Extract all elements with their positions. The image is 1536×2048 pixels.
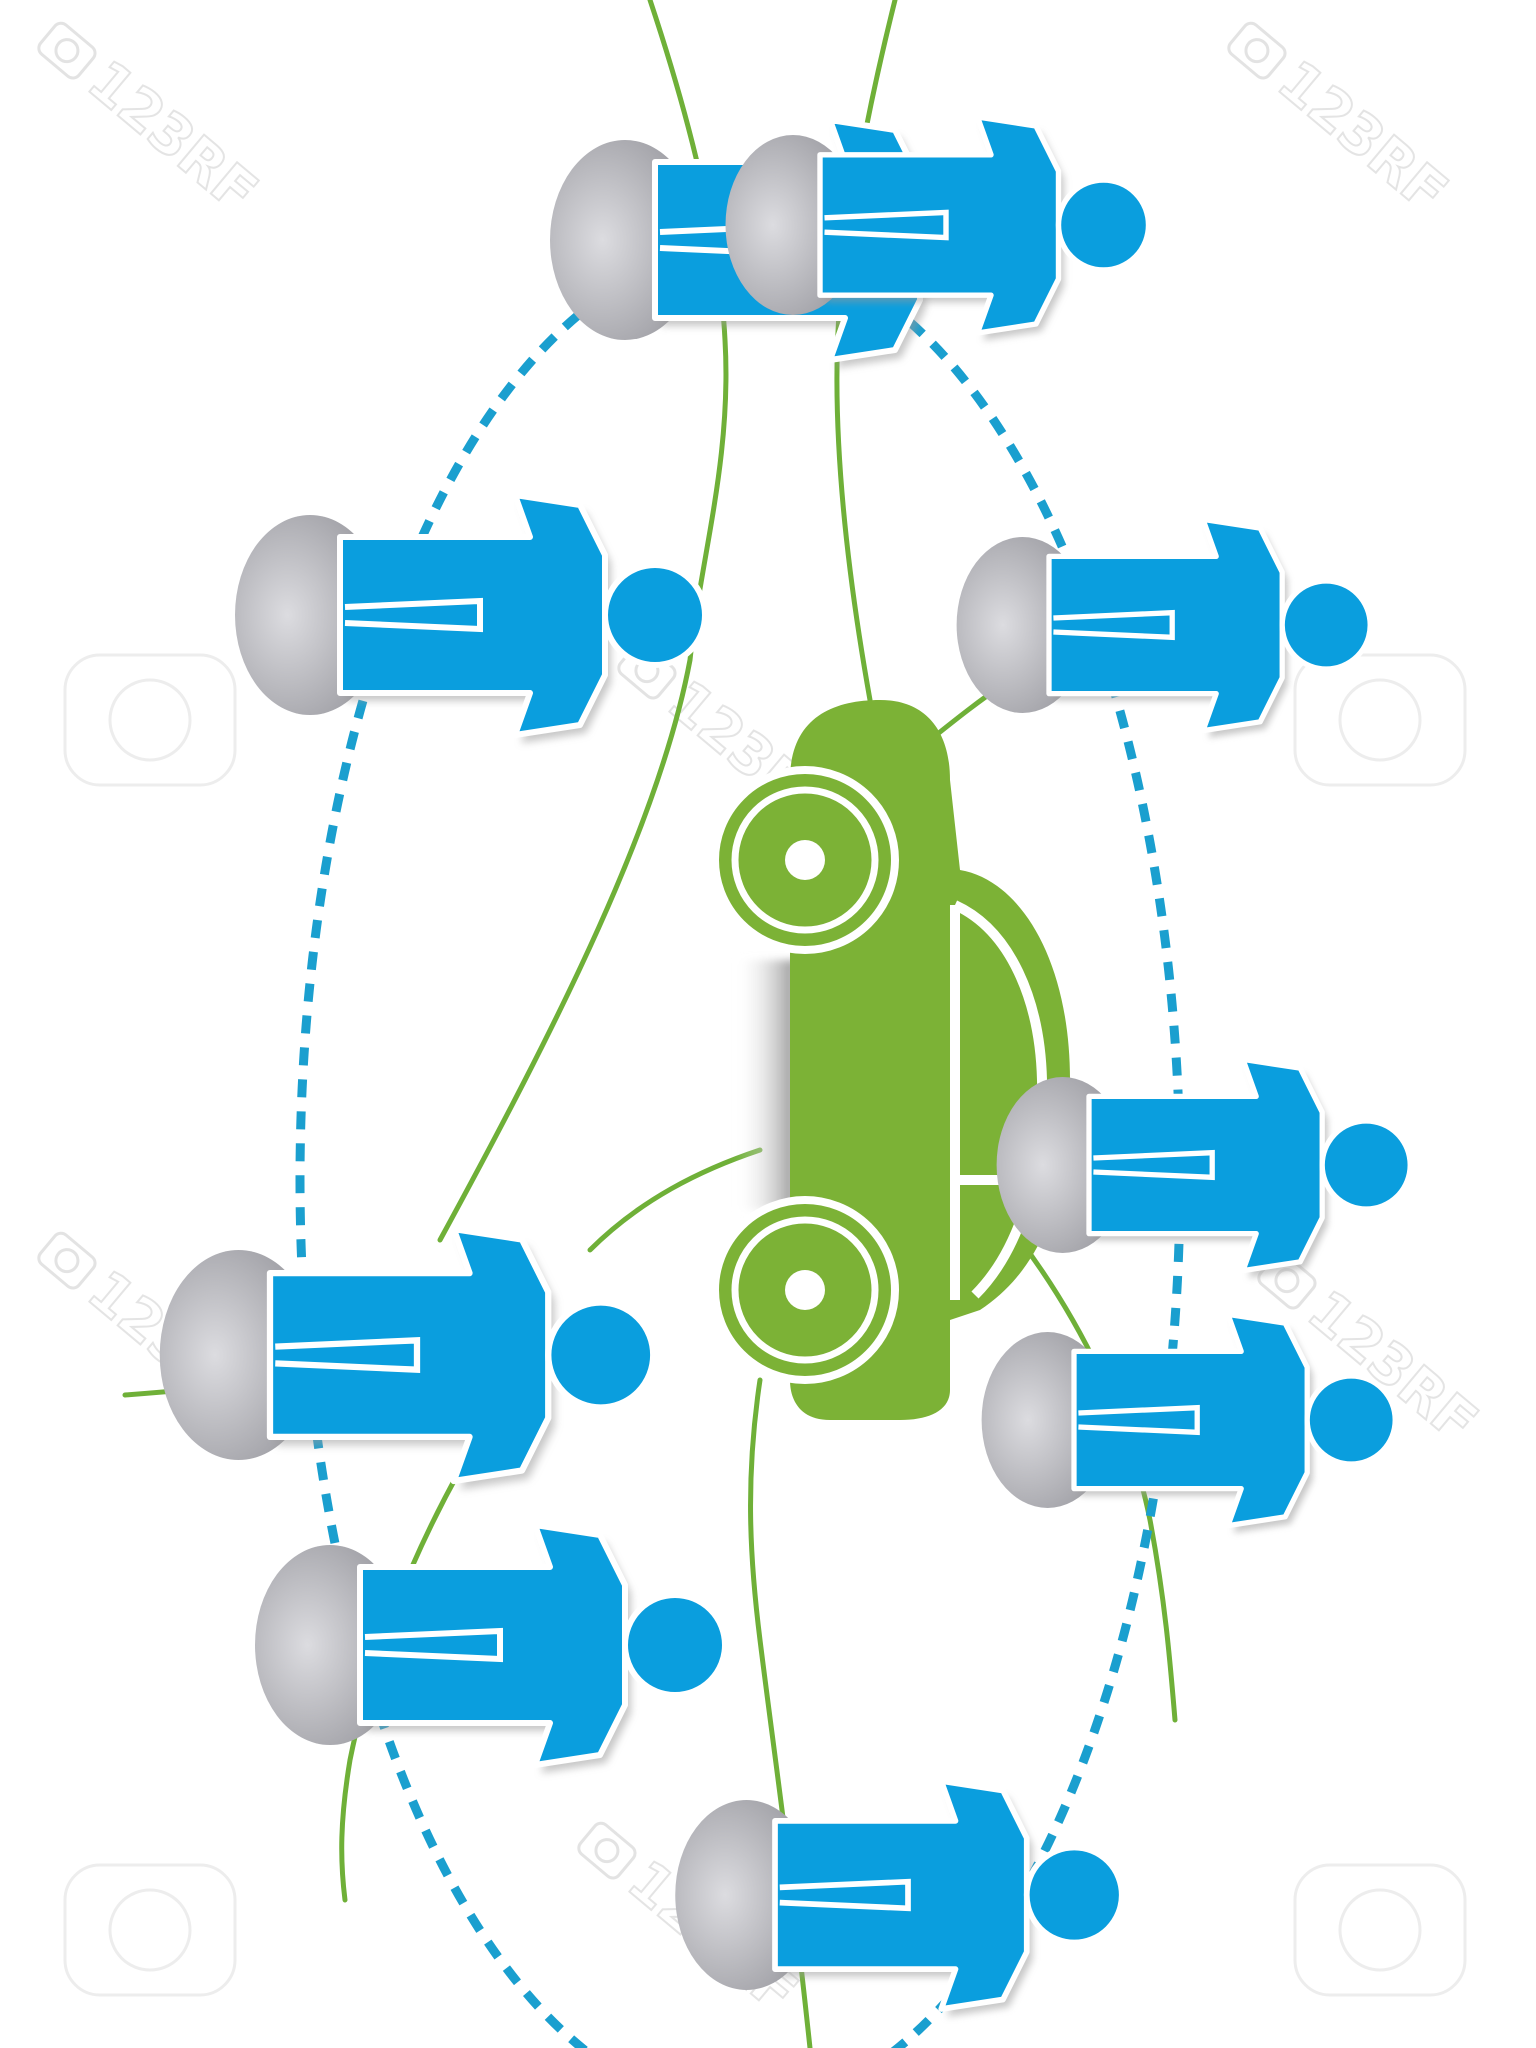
person-head (1304, 1373, 1398, 1467)
watermark: 123RF (1227, 21, 1460, 227)
person-head (1279, 578, 1373, 672)
people-group (159, 114, 1413, 2017)
person-leg-gap (779, 1878, 911, 1912)
person-body (337, 492, 608, 738)
person-head (1055, 177, 1152, 273)
person-head (622, 1592, 728, 1698)
person-head (545, 1299, 657, 1411)
person-leg-gap (275, 1337, 421, 1373)
person-leg-gap (1093, 1149, 1215, 1181)
watermark-text: 123RF (1265, 48, 1459, 225)
watermark-text: 123RF (75, 48, 269, 225)
car-icon (711, 700, 1070, 1420)
person-leg-gap (824, 209, 949, 241)
car-window-frame (952, 900, 1048, 1299)
person-body (266, 1225, 552, 1485)
person-body (1071, 1311, 1310, 1529)
person-icon (981, 1311, 1398, 1533)
person-icon (255, 1522, 728, 1773)
person-icon (675, 1778, 1125, 2017)
person-head (1023, 1844, 1125, 1946)
camera-logo-icon (37, 1231, 97, 1290)
person-body (772, 1778, 1030, 2012)
watermark-camera-large (1293, 653, 1467, 787)
camera-logo-icon (37, 21, 97, 80)
person-icon (956, 516, 1373, 738)
watermark-camera-large (63, 1863, 237, 1997)
person-leg-gap (1053, 609, 1175, 641)
car-shadow (735, 960, 795, 1210)
camera-logo-icon (1227, 21, 1287, 80)
person-leg-gap (364, 1627, 503, 1663)
person-icon (725, 114, 1152, 341)
person-leg-gap (1078, 1404, 1200, 1436)
person-icon (159, 1225, 657, 1490)
person-leg-gap (344, 597, 483, 633)
person-body (817, 114, 1062, 336)
watermark-camera-large (1293, 1863, 1467, 1997)
watermark-camera-large (63, 653, 237, 787)
camera-logo-icon (577, 1821, 637, 1880)
person-head (1319, 1118, 1413, 1212)
person-head (602, 562, 708, 668)
person-body (1086, 1056, 1325, 1274)
car-wheel-front (711, 766, 899, 954)
person-body (1046, 516, 1285, 734)
car-wheel-rear (711, 1196, 899, 1384)
person-body (357, 1522, 628, 1768)
person-icon (235, 492, 708, 743)
watermark: 123RF (37, 21, 270, 227)
person-icon (996, 1056, 1413, 1278)
